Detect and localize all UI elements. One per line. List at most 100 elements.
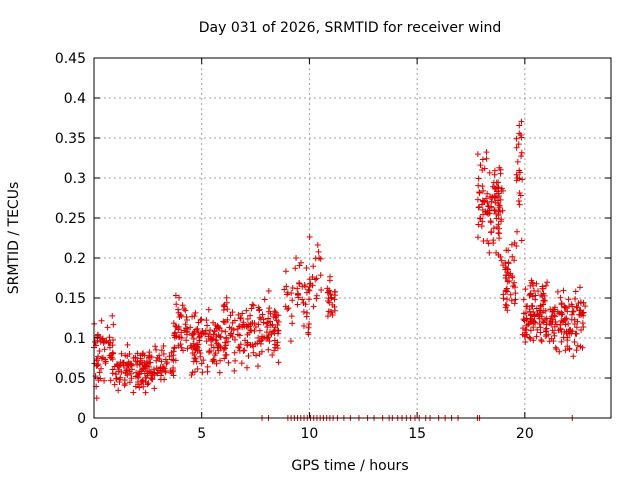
data-point — [228, 325, 235, 332]
data-point — [99, 336, 106, 343]
data-point — [474, 151, 481, 158]
y-tick-label: 0.45 — [55, 51, 86, 67]
data-point — [272, 324, 279, 331]
data-point — [124, 372, 131, 379]
data-point — [476, 215, 483, 222]
data-point — [227, 312, 234, 319]
y-tick-label: 0.4 — [64, 91, 86, 107]
data-point — [264, 334, 271, 341]
data-point — [178, 312, 185, 319]
data-point — [221, 339, 228, 346]
data-point — [507, 270, 514, 277]
data-point — [189, 332, 196, 339]
data-point — [511, 257, 518, 264]
data-point — [560, 318, 567, 325]
data-point — [551, 332, 558, 339]
data-point — [475, 204, 482, 211]
data-point — [248, 327, 255, 334]
data-point — [275, 359, 282, 366]
data-point — [217, 357, 224, 364]
data-point — [115, 387, 122, 394]
data-point — [175, 306, 182, 313]
data-point — [525, 321, 532, 328]
data-point — [516, 130, 523, 137]
data-point — [162, 367, 169, 374]
data-point — [153, 365, 160, 372]
data-point — [154, 354, 161, 361]
data-point — [96, 348, 103, 355]
data-point — [195, 329, 202, 336]
data-point — [113, 361, 120, 368]
data-point — [264, 324, 271, 331]
data-point — [476, 189, 483, 196]
data-point — [486, 210, 493, 217]
data-point — [489, 194, 496, 201]
data-point — [95, 361, 102, 368]
data-point — [558, 338, 565, 345]
data-point — [582, 303, 589, 310]
data-point — [555, 327, 562, 334]
data-point — [222, 342, 229, 349]
data-point — [266, 338, 273, 345]
data-point — [318, 286, 325, 293]
data-point — [317, 272, 324, 279]
data-point — [213, 360, 220, 367]
data-point — [498, 218, 505, 225]
data-point — [108, 351, 115, 358]
data-point — [480, 211, 487, 218]
data-point — [203, 317, 210, 324]
data-point — [244, 339, 251, 346]
data-point — [566, 346, 573, 353]
data-point — [134, 350, 141, 357]
data-point — [490, 225, 497, 232]
data-point — [183, 329, 190, 336]
data-point — [171, 345, 178, 352]
data-point — [141, 352, 148, 359]
data-point — [126, 379, 133, 386]
data-point — [172, 329, 179, 336]
data-point — [173, 333, 180, 340]
data-point — [516, 189, 523, 196]
data-point — [306, 283, 313, 290]
data-point — [110, 321, 117, 328]
data-point — [255, 363, 262, 370]
data-point — [505, 259, 512, 266]
data-point — [543, 325, 550, 332]
data-point — [299, 296, 306, 303]
data-point — [223, 351, 230, 358]
data-point — [271, 308, 278, 315]
chart-title: Day 031 of 2026, SRMTID for receiver win… — [199, 20, 502, 36]
data-point — [106, 339, 113, 346]
data-point — [210, 356, 217, 363]
data-point — [486, 249, 493, 256]
data-point — [297, 259, 304, 266]
data-point — [151, 369, 158, 376]
data-point — [183, 314, 190, 321]
data-point — [484, 199, 491, 206]
data-point — [516, 201, 523, 208]
data-point — [497, 253, 504, 260]
data-point — [121, 377, 128, 384]
data-point — [239, 310, 246, 317]
data-point — [294, 301, 301, 308]
data-point — [266, 305, 273, 312]
data-point — [249, 301, 256, 308]
data-point — [213, 333, 220, 340]
data-point — [306, 276, 313, 283]
data-point — [187, 324, 194, 331]
data-point — [483, 195, 490, 202]
data-point — [220, 302, 227, 309]
data-point — [239, 324, 246, 331]
data-point — [221, 319, 228, 326]
data-point — [162, 356, 169, 363]
data-point — [575, 300, 582, 307]
data-point — [109, 356, 116, 363]
data-point — [160, 342, 167, 349]
data-point — [162, 369, 169, 376]
data-point — [141, 370, 148, 377]
data-point — [483, 149, 490, 156]
data-point — [514, 228, 521, 235]
data-point — [173, 323, 180, 330]
data-point — [199, 369, 206, 376]
x-tick-label: 10 — [301, 426, 319, 442]
